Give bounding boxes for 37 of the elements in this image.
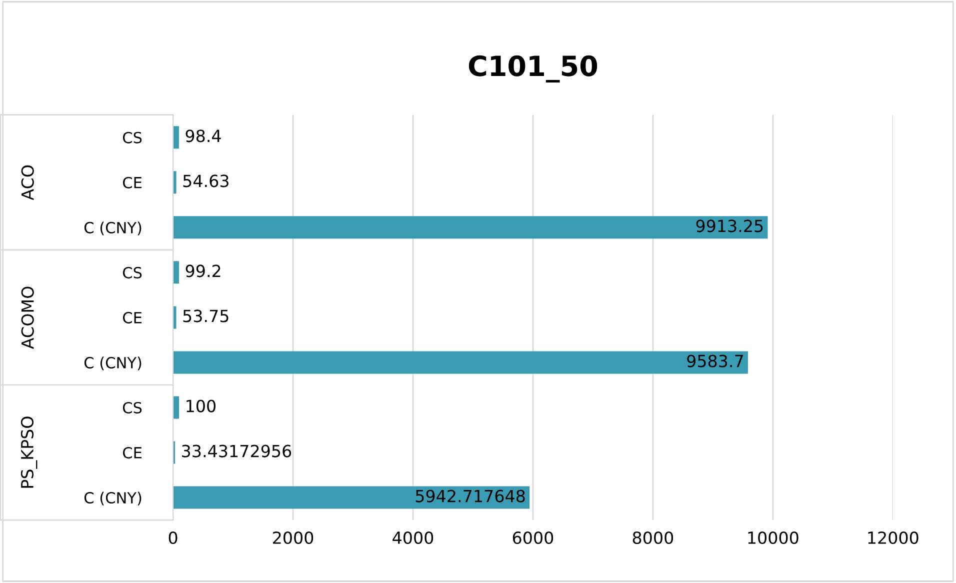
y-tick-label: CE [123, 176, 142, 188]
x-tick-label: 8000 [632, 531, 674, 544]
data-label: 54.63 [183, 174, 228, 188]
bar [173, 306, 176, 329]
y-tick-label: CS [122, 132, 142, 144]
data-label: 99.2 [186, 264, 220, 278]
x-tick-label: 12000 [868, 531, 918, 544]
y-tick-label: C (CNY) [84, 356, 142, 370]
data-label: 98.4 [186, 130, 221, 142]
y-tick-label: CS [122, 266, 142, 278]
bar [173, 261, 179, 284]
y-tick-label: CS [122, 402, 142, 414]
y-tick-label: C (CNY) [84, 222, 142, 236]
bar [173, 351, 748, 374]
data-label: 9583.7 [687, 354, 743, 368]
bar [173, 486, 530, 509]
x-tick-label: 2000 [273, 531, 314, 544]
text: PS_KPSO [20, 416, 38, 488]
x-tick-label: 6000 [512, 531, 554, 544]
data-label: 53.75 [183, 310, 228, 322]
x-tick-label: 10000 [748, 531, 798, 544]
bar [173, 216, 768, 239]
y-tick-label: CE [123, 312, 142, 324]
x-tick-label: 0 [168, 531, 178, 544]
text: ACO [21, 165, 34, 200]
y-tick-label: CE [123, 446, 142, 459]
data-label: 33.43172956 [182, 444, 292, 458]
chart-title: C101_50 [468, 55, 598, 83]
y-tick-label: C (CNY) [84, 492, 142, 506]
bar [173, 396, 180, 419]
data-label: 100 [186, 400, 216, 412]
data-label: 9913.25 [696, 220, 763, 232]
bar [173, 126, 179, 149]
data-label: 5942.717648 [416, 490, 525, 502]
bar [173, 171, 176, 194]
x-tick-label: 4000 [392, 531, 434, 544]
text: ACOMO [21, 286, 34, 349]
